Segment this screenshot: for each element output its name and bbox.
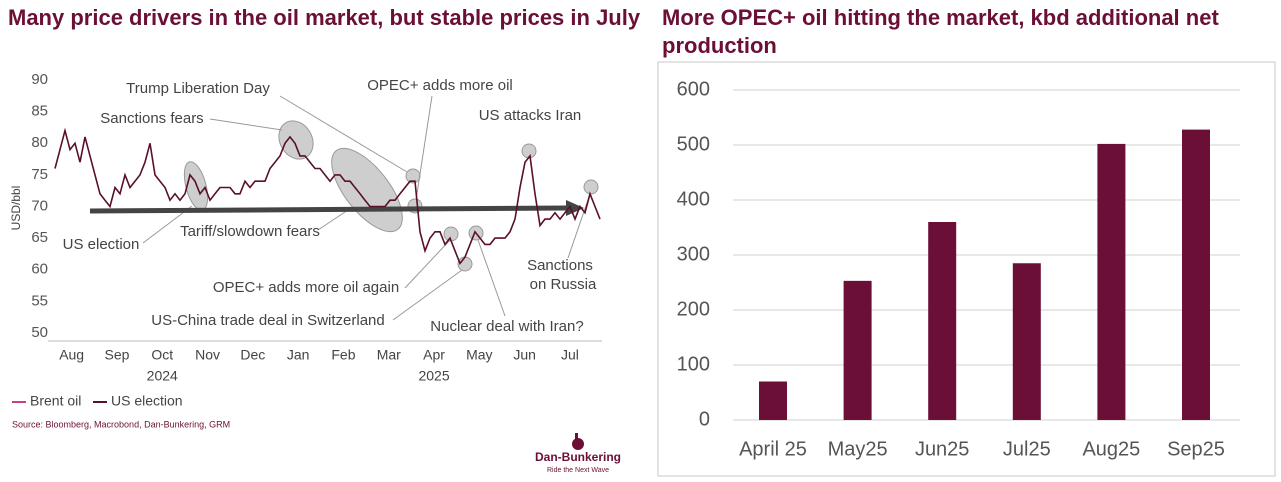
logo: Dan-Bunkering Ride the Next Wave — [535, 433, 621, 474]
logo-icon — [575, 433, 578, 443]
x-tick-label: May25 — [828, 438, 888, 460]
annotation: OPEC+ adds more oil again — [213, 279, 399, 296]
annotation: Sanctions fears — [100, 110, 203, 127]
trend-arrow-head — [566, 200, 584, 216]
y-tick-label: 50 — [31, 324, 48, 341]
source: Source: Bloomberg, Macrobond, Dan-Bunker… — [12, 419, 230, 429]
x-tick-label: Sep25 — [1167, 438, 1225, 460]
y-tick-label: 90 — [31, 71, 48, 88]
x-tick-label: Feb — [331, 347, 355, 363]
annotation: Sanctions — [527, 257, 593, 274]
y-tick-label: 65 — [31, 229, 48, 246]
x-tick-label: Jun — [513, 347, 536, 363]
y-tick-label: 100 — [677, 353, 710, 375]
leader — [209, 118, 283, 131]
bar — [1012, 263, 1041, 420]
bar — [928, 222, 957, 420]
y-tick-label: 85 — [31, 103, 48, 120]
x-tick-label: Mar — [377, 347, 401, 363]
bar — [1182, 129, 1210, 420]
annotation: on Russia — [530, 276, 597, 293]
bar — [1097, 143, 1126, 420]
annotation: Trump Liberation Day — [126, 80, 270, 97]
y-tick-label: 75 — [31, 166, 48, 183]
annotation: US attacks Iran — [479, 107, 582, 124]
highlight — [331, 147, 403, 233]
annotation: Tariff/slowdown fears — [180, 223, 320, 240]
price-line — [54, 127, 601, 265]
x-tick-label: Sep — [104, 347, 129, 363]
left-title: Many price drivers in the oil market, bu… — [8, 5, 641, 30]
year-label: 2025 — [418, 368, 449, 384]
logo-tagline: Ride the Next Wave — [547, 467, 609, 474]
highlight — [583, 179, 599, 195]
y-tick-label: 400 — [677, 188, 710, 210]
x-tick-label: April 25 — [739, 438, 807, 460]
x-tick-label: Nov — [195, 347, 220, 363]
leader — [392, 269, 463, 321]
x-tick-label: Jul25 — [1003, 438, 1051, 460]
x-tick-label: Jun25 — [915, 438, 970, 460]
y-tick-label: 500 — [677, 133, 710, 155]
right-frame — [657, 61, 1276, 477]
y-tick-label: 200 — [677, 298, 710, 320]
y-axis-label: USD/bbl — [9, 186, 23, 231]
y-tick-label: 0 — [699, 408, 710, 430]
legend-label: Brent oil — [30, 393, 81, 409]
trend-arrow — [89, 205, 569, 214]
leader — [477, 239, 506, 317]
y-tick-label: 80 — [31, 134, 48, 151]
x-tick-label: Jul — [561, 347, 579, 363]
x-tick-label: Apr — [423, 347, 445, 363]
y-tick-label: 55 — [31, 292, 48, 309]
annotation: US-China trade deal in Switzerland — [151, 312, 384, 329]
y-tick-label: 70 — [31, 197, 48, 214]
leader — [404, 239, 451, 289]
x-tick-label: May — [466, 347, 492, 363]
x-tick-label: Jan — [287, 347, 310, 363]
y-tick-label: 60 — [31, 261, 48, 278]
highlight — [183, 161, 209, 211]
leader — [279, 95, 408, 173]
leader-lines — [142, 95, 591, 321]
year-label: 2024 — [147, 368, 178, 384]
bar — [843, 280, 872, 420]
x-tick-label: Aug25 — [1082, 438, 1140, 460]
legend-label: US election — [111, 393, 183, 409]
y-tick-label: 600 — [677, 78, 710, 100]
leader — [415, 95, 433, 201]
leader — [317, 209, 349, 231]
x-tick-label: Oct — [151, 347, 173, 363]
annotation: OPEC+ adds more oil — [367, 77, 512, 94]
bar — [759, 381, 787, 420]
annotation: Nuclear deal with Iran? — [430, 318, 583, 335]
annotation: US election — [63, 236, 140, 253]
x-tick-label: Aug — [59, 347, 84, 363]
y-tick-label: 300 — [677, 243, 710, 265]
x-tick-label: Dec — [240, 347, 265, 363]
right-title: More OPEC+ oil hitting the market, kbd a… — [662, 5, 1219, 58]
logo-name: Dan-Bunkering — [535, 450, 621, 464]
